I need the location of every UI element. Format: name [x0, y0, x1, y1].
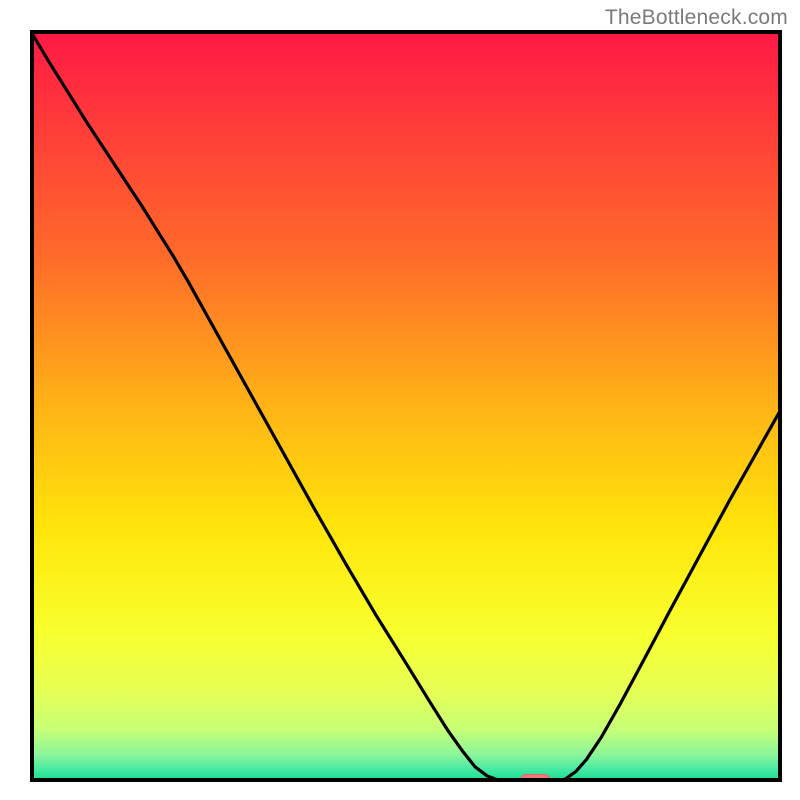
plot-area [30, 30, 782, 782]
watermark-text: TheBottleneck.com [605, 6, 788, 30]
chart-root: TheBottleneck.com [0, 0, 800, 800]
gradient-fill [30, 30, 782, 782]
plot-svg [30, 30, 782, 782]
